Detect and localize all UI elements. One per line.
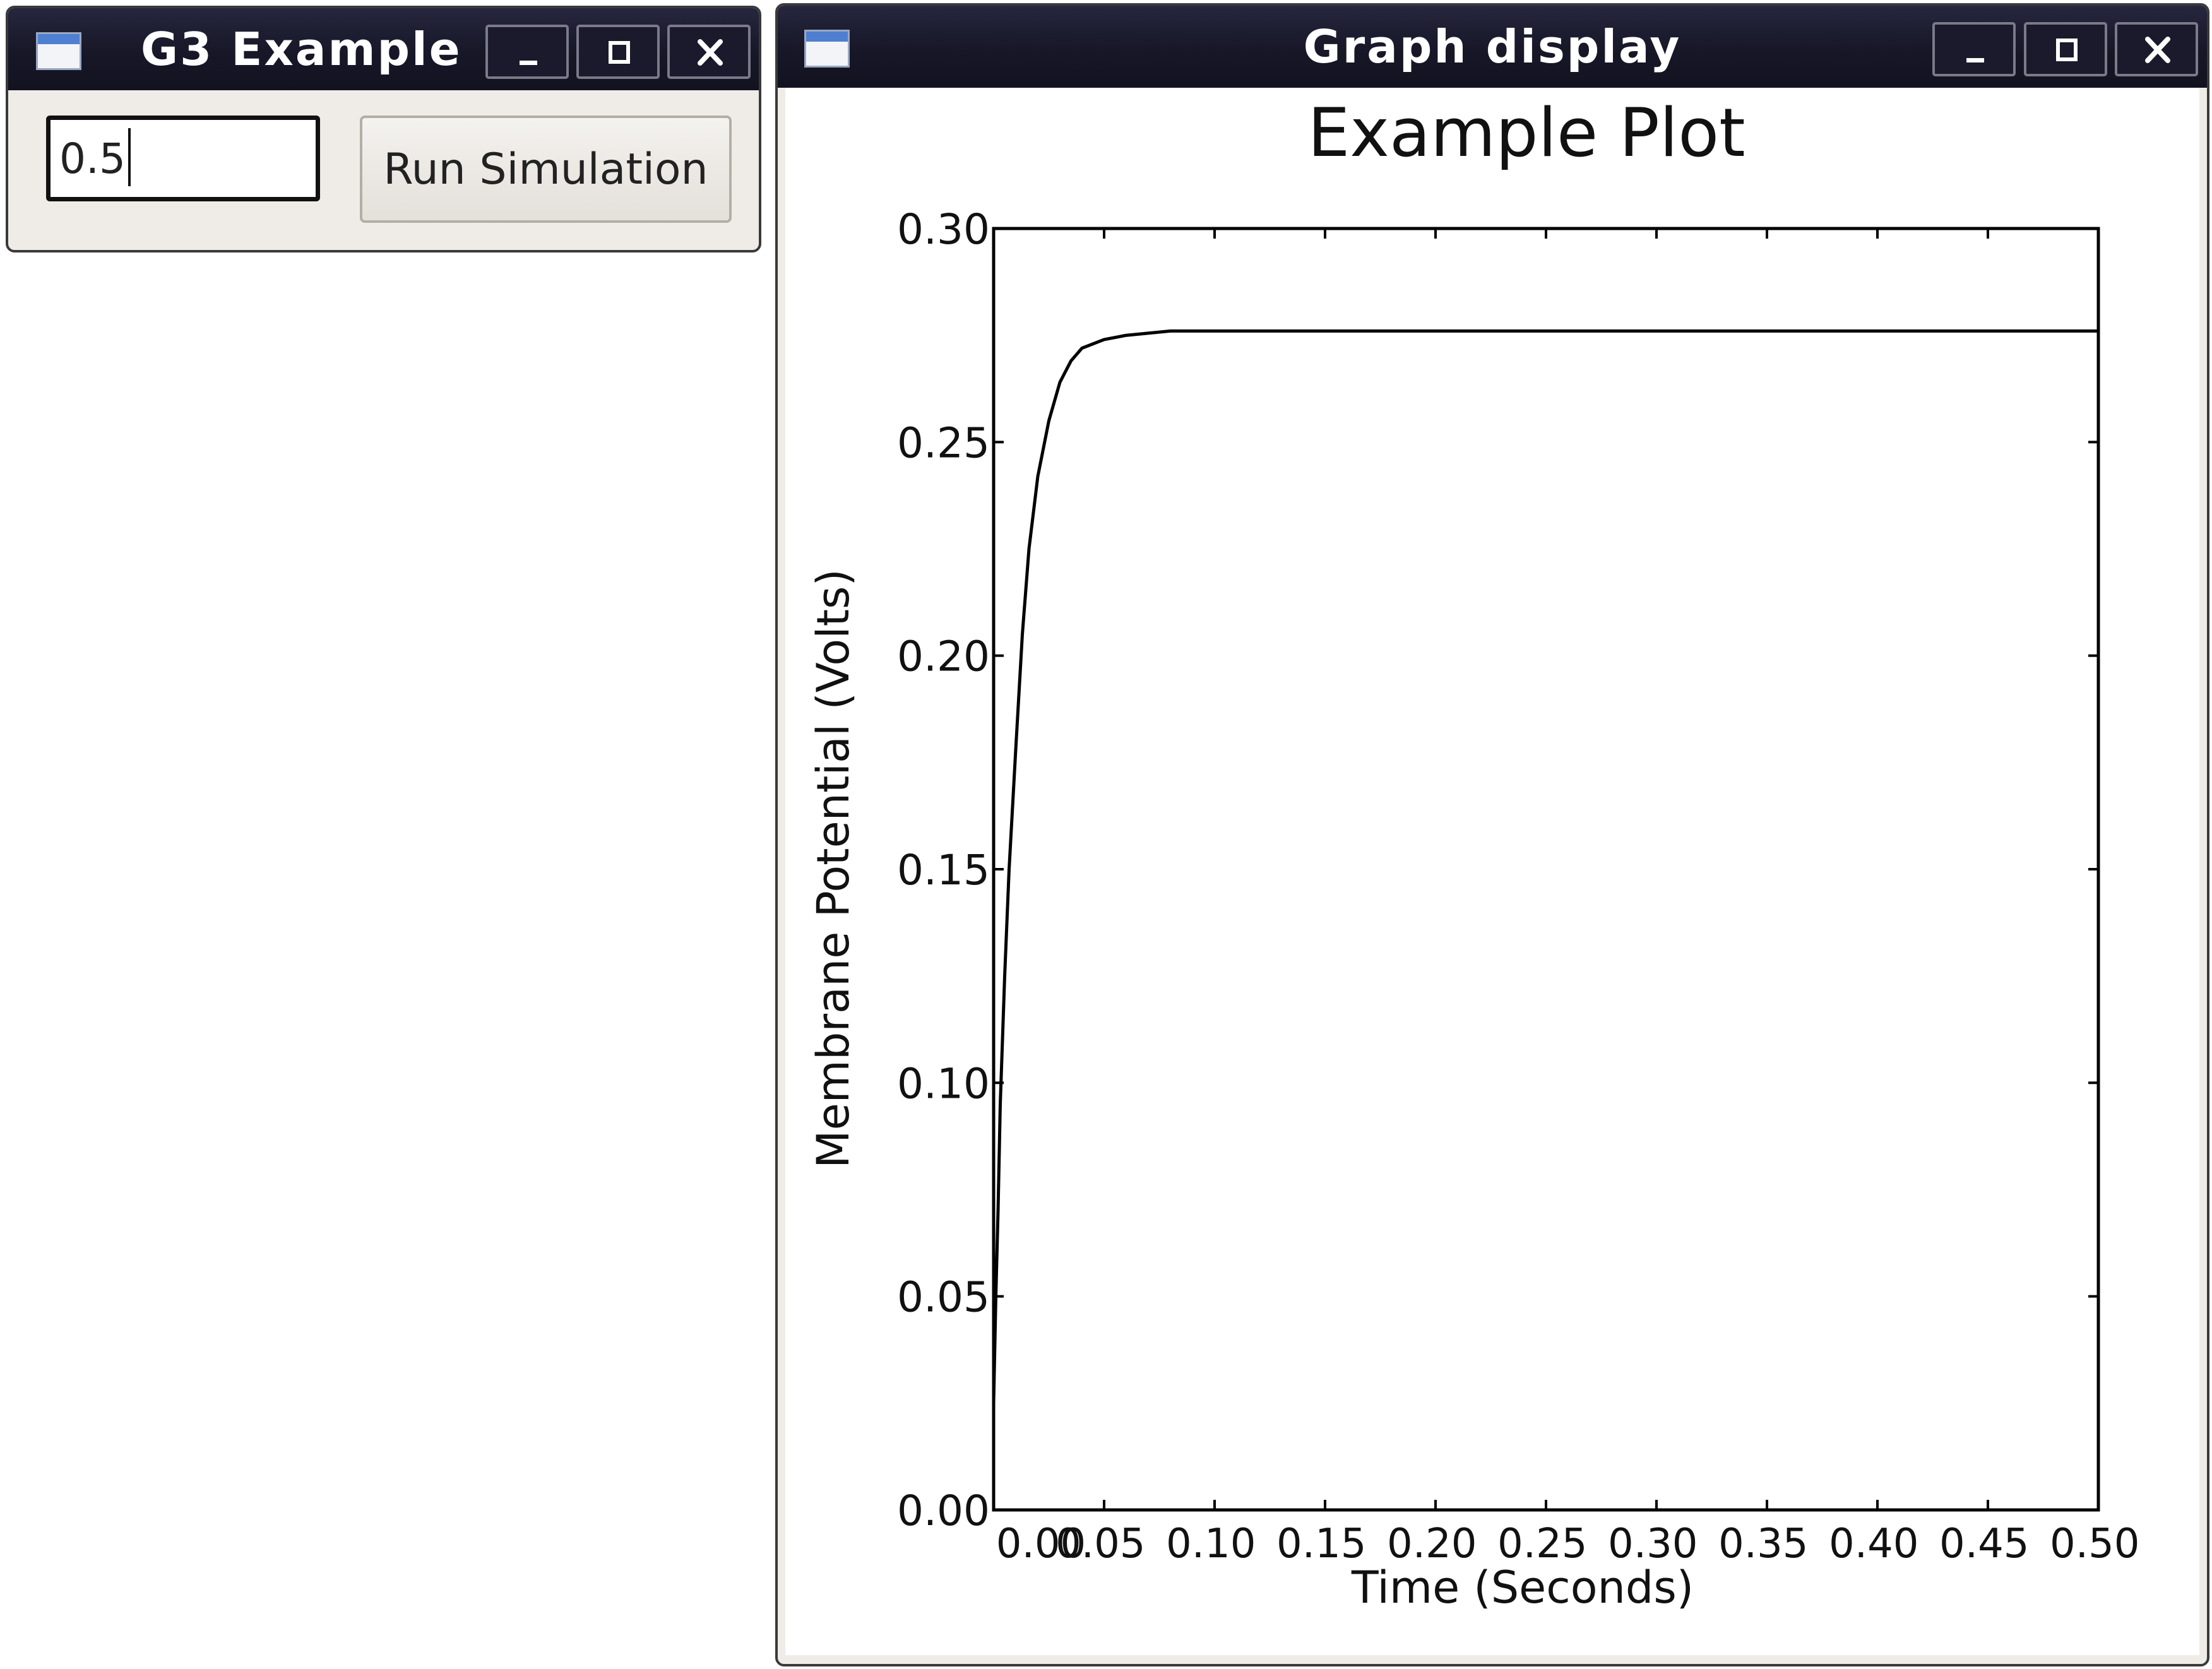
- minimize-icon: [1966, 58, 1984, 62]
- y-tick-label: 0.00: [897, 1487, 990, 1535]
- membrane-potential-chart: Example Plot Time (Seconds) Membrane Pot…: [807, 94, 2140, 1613]
- close-icon: [2145, 37, 2170, 63]
- x-tick-label: 0.45: [1939, 1521, 2030, 1567]
- x-tick-label: 0.40: [1829, 1521, 1919, 1567]
- x-tick-label: 0.25: [1497, 1521, 1588, 1567]
- maximize-icon: [2056, 39, 2078, 61]
- x-tick-label: 0.35: [1718, 1521, 1809, 1567]
- window-menu-icon[interactable]: [804, 30, 850, 68]
- x-tick-label: 0.20: [1387, 1521, 1477, 1567]
- simulation-value-input[interactable]: [46, 116, 320, 201]
- x-tick-label: 0.00: [996, 1521, 1086, 1567]
- close-button[interactable]: [2115, 22, 2198, 76]
- minimize-button[interactable]: [1932, 22, 2016, 76]
- x-tick-label: 0.50: [2050, 1521, 2140, 1567]
- graph-display-window: Graph display Example Plot Time (Seconds…: [775, 3, 2209, 1666]
- minimize-icon: [520, 61, 537, 65]
- plot-canvas: Example Plot Time (Seconds) Membrane Pot…: [785, 88, 2199, 1655]
- g3-example-window: G3 Example Run Simulation: [6, 6, 761, 252]
- x-tick-label: 0.15: [1276, 1521, 1367, 1567]
- graph-display-title: Graph display: [1303, 20, 1682, 73]
- y-tick-label: 0.20: [897, 633, 990, 681]
- close-icon: [698, 39, 723, 66]
- x-tick-label: 0.30: [1608, 1521, 1698, 1567]
- graph-display-titlebar[interactable]: Graph display: [778, 6, 2207, 88]
- y-axis-label: Membrane Potential (Volts): [807, 569, 859, 1168]
- axis-ticks: [992, 227, 2100, 1511]
- window-menu-icon[interactable]: [36, 32, 81, 70]
- y-tick-label: 0.15: [897, 846, 990, 894]
- x-axis-label: Time (Seconds): [1351, 1562, 1694, 1613]
- maximize-icon: [609, 41, 630, 64]
- plot-frame: [992, 227, 2100, 1512]
- g3-example-title: G3 Example: [141, 23, 462, 76]
- run-simulation-button[interactable]: Run Simulation: [360, 116, 732, 223]
- y-tick-label: 0.30: [897, 205, 990, 254]
- y-tick-label: 0.05: [897, 1273, 990, 1322]
- x-tick-label: 0.05: [1055, 1521, 1146, 1567]
- maximize-button[interactable]: [2024, 22, 2107, 76]
- close-button[interactable]: [667, 25, 751, 79]
- text-caret: [128, 128, 131, 186]
- maximize-button[interactable]: [576, 25, 660, 79]
- y-tick-label: 0.25: [897, 419, 990, 467]
- chart-title: Example Plot: [1307, 94, 1745, 172]
- y-tick-label: 0.10: [897, 1059, 990, 1108]
- series-line: [992, 329, 2098, 1403]
- x-tick-label: 0.10: [1166, 1521, 1256, 1567]
- g3-example-titlebar[interactable]: G3 Example: [8, 8, 759, 90]
- minimize-button[interactable]: [485, 25, 569, 79]
